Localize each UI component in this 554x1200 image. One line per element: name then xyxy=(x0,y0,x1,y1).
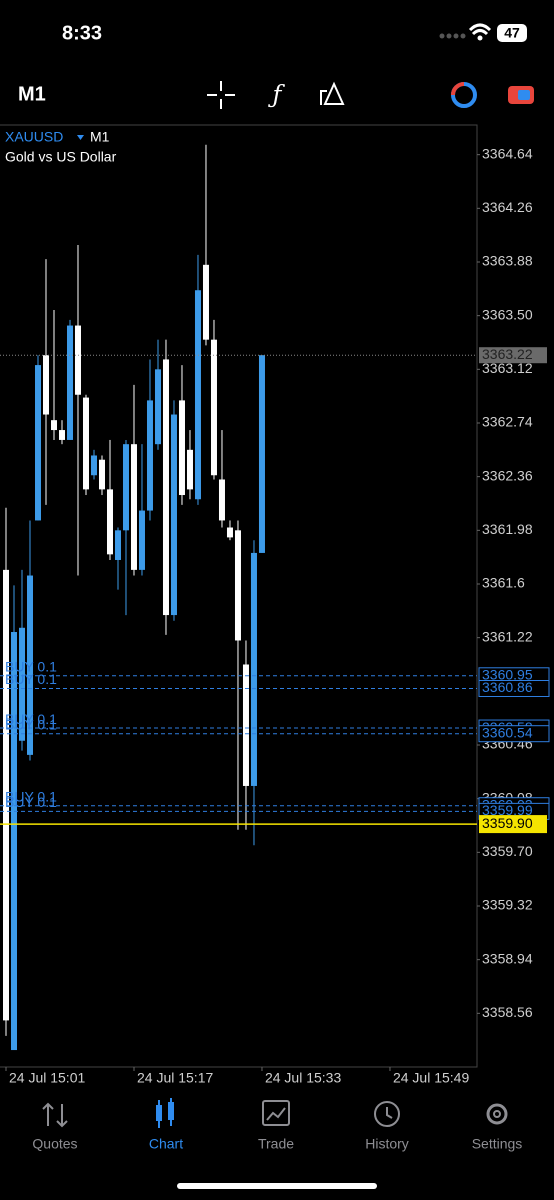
chart-frame xyxy=(0,124,478,1068)
candle-body xyxy=(34,365,41,521)
order-price: 3360.86 xyxy=(482,679,533,695)
order-label: BUY 0.1 xyxy=(5,711,57,727)
y-tick-label: 3361.6 xyxy=(482,575,525,591)
crosshair-button[interactable] xyxy=(207,81,235,109)
order-label: BUY 0.1 xyxy=(5,794,57,810)
candle-body xyxy=(154,369,161,445)
y-tick-label: 3361.98 xyxy=(482,521,533,537)
candle-body xyxy=(202,264,209,340)
trade-icon xyxy=(262,1100,290,1126)
position-label: 3359.90 xyxy=(482,815,533,831)
x-tick-label: 24 Jul 15:01 xyxy=(9,1070,85,1086)
candle-body xyxy=(42,355,49,415)
tab-quotes[interactable]: Quotes xyxy=(32,1136,77,1152)
tab-history[interactable]: History xyxy=(365,1136,409,1152)
order-price: 3360.54 xyxy=(482,724,533,740)
order-label: BUY 0.1 xyxy=(5,716,57,732)
candle-body xyxy=(2,569,9,1021)
candle-body xyxy=(194,290,201,500)
y-tick-label: 3362.36 xyxy=(482,467,533,483)
x-tick-label: 24 Jul 15:17 xyxy=(137,1070,213,1086)
candle-body xyxy=(242,664,249,786)
x-tick-label: 24 Jul 15:49 xyxy=(393,1070,469,1086)
order-price: 3360.95 xyxy=(482,666,533,682)
position-box xyxy=(479,815,547,834)
candle-body xyxy=(10,632,17,1051)
tab-chart[interactable]: Chart xyxy=(149,1136,183,1152)
wifi-icon xyxy=(468,23,492,36)
battery-level: 47 xyxy=(504,25,520,41)
candle-body xyxy=(114,530,121,560)
candle-body xyxy=(58,430,65,440)
candle-body xyxy=(26,575,33,755)
tab-settings[interactable]: Settings xyxy=(472,1136,523,1152)
candle-body xyxy=(130,444,137,570)
chart-icon xyxy=(156,1098,174,1128)
symbol-dropdown xyxy=(77,135,84,140)
candle-body xyxy=(74,325,81,395)
candle-body xyxy=(138,510,145,570)
candle-body xyxy=(162,359,169,616)
y-tick-label: 3364.64 xyxy=(482,145,533,161)
clock: 8:33 xyxy=(62,22,102,44)
x-tick-label: 24 Jul 15:33 xyxy=(265,1070,341,1086)
bid-label: 3363.22 xyxy=(482,346,533,362)
candle-body xyxy=(258,355,265,553)
objects-button[interactable] xyxy=(320,81,345,105)
one-click-button[interactable] xyxy=(508,86,534,104)
order-label: BUY 0.1 xyxy=(5,658,57,674)
bid-box xyxy=(479,347,547,364)
candle-body xyxy=(82,397,89,490)
y-tick-label: 3359.32 xyxy=(482,897,533,913)
candle-body xyxy=(170,414,177,616)
candle-body xyxy=(146,400,153,511)
order-label: BUY 0.1 xyxy=(5,788,57,804)
timeframe-button[interactable]: M1 xyxy=(18,83,46,105)
y-tick-label: 3359.70 xyxy=(482,843,533,859)
candle-body xyxy=(106,489,113,555)
candle-body xyxy=(210,339,217,476)
tab-trade[interactable]: Trade xyxy=(258,1136,294,1152)
candle-body xyxy=(186,449,193,490)
plot: 3364.64 3364.26 3363.88 3363.50 3363.12 3362.… xyxy=(0,144,550,1086)
y-tick-label: 3363.50 xyxy=(482,306,533,322)
signal-icon xyxy=(439,33,466,39)
indicators-button[interactable]: ƒ xyxy=(268,81,286,109)
trading-button[interactable] xyxy=(451,82,477,108)
candle-body xyxy=(226,527,233,538)
candle-body xyxy=(234,530,241,641)
y-tick-label: 3362.74 xyxy=(482,414,533,430)
candle-body xyxy=(98,459,105,490)
quotes-icon xyxy=(42,1102,68,1128)
symbol[interactable]: XAUUSD xyxy=(5,129,63,145)
order-label: BUY 0.1 xyxy=(5,671,57,687)
candle-body xyxy=(66,325,73,440)
order-price: 3359.99 xyxy=(482,802,533,818)
candle-body xyxy=(218,479,225,521)
symbol-description: Gold vs US Dollar xyxy=(5,149,117,165)
y-tick-label: 3358.56 xyxy=(482,1004,533,1020)
settings-icon xyxy=(486,1103,508,1125)
history-icon xyxy=(374,1101,400,1127)
battery xyxy=(497,24,527,42)
y-tick-label: 3361.22 xyxy=(482,628,533,644)
y-tick-label: 3363.88 xyxy=(482,253,533,269)
candle-body xyxy=(178,400,185,496)
candle-body xyxy=(50,420,57,431)
candle-body xyxy=(122,444,129,531)
y-tick-label: 3358.94 xyxy=(482,950,533,966)
wifi-dot xyxy=(477,35,483,41)
candle-body xyxy=(250,552,257,786)
order-price-box xyxy=(478,680,550,698)
candle-body xyxy=(18,627,25,741)
y-tick-label: 3364.26 xyxy=(482,199,533,215)
order-price-box xyxy=(478,725,550,743)
chart-timeframe: M1 xyxy=(90,129,110,145)
candle-body xyxy=(90,455,97,476)
home-indicator xyxy=(177,1183,377,1189)
y-tick-label: 3363.12 xyxy=(482,360,533,376)
